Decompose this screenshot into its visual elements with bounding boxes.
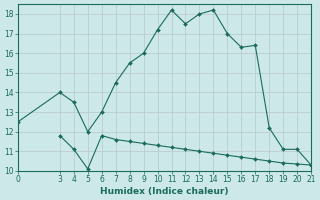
X-axis label: Humidex (Indice chaleur): Humidex (Indice chaleur)	[100, 187, 229, 196]
